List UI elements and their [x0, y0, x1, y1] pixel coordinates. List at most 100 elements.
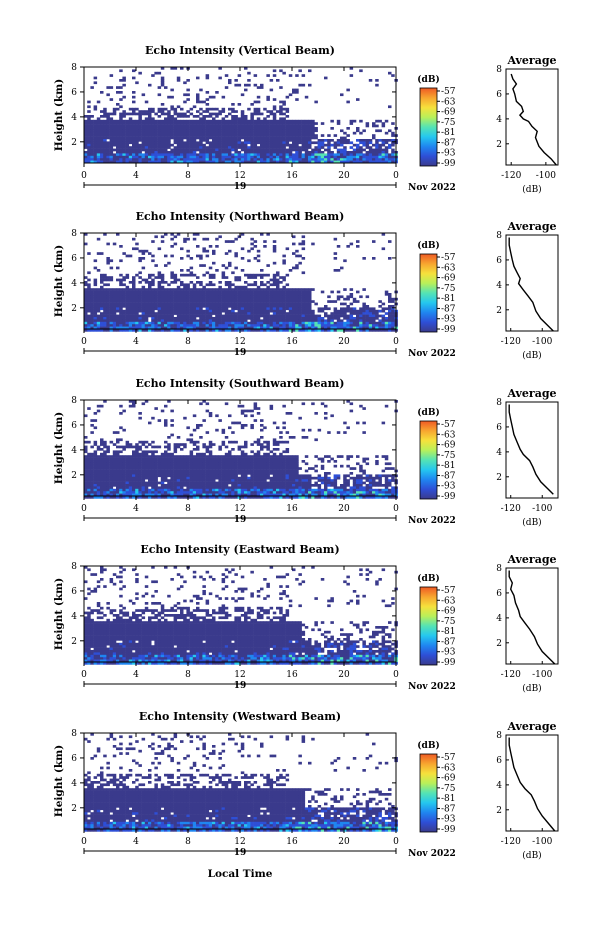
heatmap-cell — [256, 141, 261, 145]
heatmap-cell — [173, 481, 178, 485]
heatmap-cell — [292, 252, 296, 255]
heatmap-cell — [346, 155, 350, 159]
heatmap-cell — [391, 141, 395, 145]
heatmap-cell — [308, 139, 312, 142]
heatmap-cell — [196, 496, 200, 499]
heatmap-cell — [199, 460, 203, 463]
heatmap-cell — [170, 281, 174, 284]
heatmap-cell — [157, 131, 162, 135]
heatmap-cell — [125, 472, 130, 475]
heatmap-cell — [93, 76, 98, 80]
heatmap-cell — [253, 100, 258, 104]
heatmap-cell — [196, 134, 200, 137]
heatmap-cell — [186, 300, 190, 303]
heatmap-cell — [170, 467, 174, 470]
heatmap-cell — [135, 329, 139, 332]
heatmap-cell — [208, 455, 213, 458]
heatmap-cell — [301, 240, 306, 243]
heatmap-cell — [128, 293, 133, 296]
heatmap-cell — [276, 307, 280, 311]
heatmap-cell — [196, 293, 200, 296]
heatmap-cell — [285, 295, 290, 299]
heatmap-cell — [234, 290, 238, 294]
heatmap-cell — [100, 115, 104, 118]
heatmap-cell — [237, 285, 242, 289]
heatmap-cell — [208, 414, 213, 418]
heatmap-cell — [144, 469, 149, 473]
heatmap-cell — [256, 273, 261, 277]
heatmap-cell — [106, 278, 110, 282]
heatmap-cell — [324, 158, 328, 161]
heatmap-cell — [292, 148, 296, 152]
heatmap-cell — [138, 71, 142, 75]
heatmap-cell — [119, 288, 123, 291]
heatmap-cell — [314, 329, 318, 332]
heatmap-cell — [228, 321, 232, 325]
heatmap-cell — [381, 151, 386, 154]
heatmap-cell — [90, 153, 94, 157]
heatmap-cell — [183, 314, 187, 318]
heatmap-cell — [231, 321, 235, 325]
heatmap-cell — [384, 307, 389, 311]
heatmap-cell — [333, 252, 338, 255]
heatmap-cell — [269, 124, 274, 128]
heatmap-cell — [128, 117, 133, 121]
heatmap-cell — [205, 110, 210, 113]
heatmap-cell — [112, 314, 117, 318]
heatmap-cell — [135, 155, 139, 159]
heatmap-cell — [189, 290, 194, 294]
heatmap-cell — [208, 134, 213, 137]
heatmap-cell — [96, 146, 101, 149]
heatmap-cell — [192, 472, 197, 475]
heatmap-cell — [202, 285, 206, 289]
heatmap-cell — [218, 326, 222, 330]
heatmap-cell — [144, 249, 149, 253]
heatmap-cell — [378, 155, 382, 159]
heatmap-cell — [212, 129, 216, 133]
heatmap-cell — [256, 107, 261, 111]
heatmap-cell — [237, 155, 242, 159]
heatmap-cell — [183, 115, 187, 118]
heatmap-cell — [244, 321, 248, 325]
heatmap-cell — [247, 148, 251, 152]
heatmap-cell — [106, 160, 110, 164]
heatmap-cell — [148, 115, 152, 118]
heatmap-cell — [116, 455, 120, 458]
heatmap-cell — [128, 153, 133, 157]
heatmap-cell — [135, 462, 139, 466]
heatmap-cell — [167, 160, 171, 164]
heatmap-cell — [148, 131, 152, 135]
heatmap-cell — [218, 160, 222, 164]
heatmap-cell — [128, 148, 133, 152]
heatmap-cell — [170, 302, 174, 306]
heatmap-cell — [125, 305, 130, 308]
heatmap-cell — [372, 309, 376, 313]
heatmap-cell — [308, 119, 312, 123]
heatmap-cell — [87, 484, 91, 487]
heatmap-cell — [119, 457, 123, 461]
heatmap-cell — [205, 467, 210, 470]
heatmap-cell — [176, 160, 181, 164]
heatmap-cell — [260, 151, 264, 154]
heatmap-cell — [320, 319, 325, 323]
heatmap-cell — [183, 329, 187, 332]
heatmap-cell — [240, 233, 245, 236]
heatmap-cell — [221, 476, 226, 480]
heatmap-cell — [256, 295, 261, 299]
heatmap-cell — [141, 493, 146, 497]
heatmap-cell — [295, 317, 299, 320]
heatmap-cell — [87, 122, 91, 125]
heatmap-cell — [365, 324, 370, 327]
heatmap-cell — [237, 493, 242, 497]
heatmap-cell — [311, 122, 315, 125]
heatmap-cell — [208, 462, 213, 466]
heatmap-cell — [340, 314, 344, 318]
heatmap-cell — [215, 141, 219, 145]
heatmap-cell — [384, 158, 389, 161]
heatmap-cell — [215, 151, 219, 154]
heatmap-cell — [276, 309, 280, 313]
heatmap-cell — [240, 324, 245, 327]
heatmap-cell — [170, 160, 174, 164]
heatmap-cell — [212, 476, 216, 480]
heatmap-cell — [196, 122, 200, 125]
